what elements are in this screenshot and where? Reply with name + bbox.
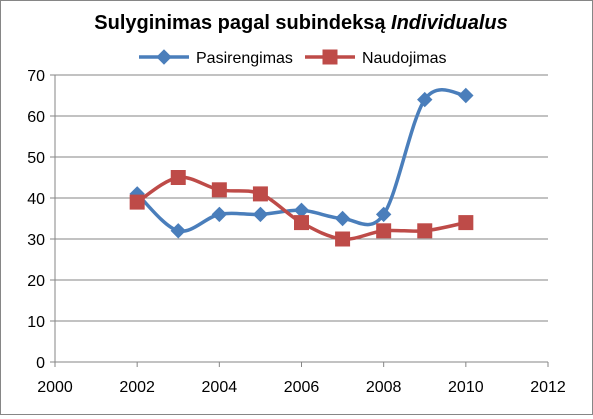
data-point-pasirengimas-2005 bbox=[252, 206, 269, 223]
data-point-naudojimas-2010 bbox=[458, 215, 474, 231]
chart-title-main: Sulyginimas pagal subindeksą bbox=[94, 12, 391, 34]
legend-label: Pasirengimas bbox=[196, 50, 293, 67]
y-tick-label: 60 bbox=[27, 109, 45, 126]
gridlines bbox=[55, 74, 548, 322]
data-point-naudojimas-2006 bbox=[294, 215, 309, 231]
data-point-pasirengimas-2003 bbox=[170, 223, 186, 239]
series-naudojimas bbox=[129, 170, 474, 247]
data-point-naudojimas-2007 bbox=[335, 231, 351, 247]
legend-marker-pasirengimas bbox=[156, 49, 172, 65]
series-lines bbox=[129, 87, 474, 247]
legend-label: Naudojimas bbox=[362, 50, 446, 67]
y-tick-label: 20 bbox=[27, 273, 45, 290]
data-point-naudojimas-2009 bbox=[417, 223, 433, 239]
axes: 0 10 20 30 40 50 60 70 2000 2002 2004 2006 2008 2010 2… bbox=[27, 68, 566, 396]
legend: Pasirengimas Naudojimas bbox=[139, 49, 446, 67]
chart-title-emphasis: Individualus bbox=[391, 12, 508, 34]
legend-marker-naudojimas bbox=[322, 49, 338, 65]
data-point-pasirengimas-2007 bbox=[334, 210, 351, 227]
y-tick-label: 10 bbox=[27, 314, 45, 331]
data-point-naudojimas-2005 bbox=[252, 186, 268, 202]
x-tick-label: 2004 bbox=[202, 379, 238, 396]
data-point-pasirengimas-2008 bbox=[375, 206, 392, 223]
data-point-naudojimas-2008 bbox=[376, 223, 392, 239]
x-tick-label: 2000 bbox=[37, 379, 73, 396]
data-point-pasirengimas-2004 bbox=[211, 206, 228, 223]
y-tick-label: 40 bbox=[27, 191, 45, 208]
data-point-pasirengimas-2009 bbox=[417, 91, 433, 108]
x-tick-label: 2006 bbox=[284, 379, 320, 396]
y-tick-label: 50 bbox=[27, 150, 45, 167]
x-tick-label: 2008 bbox=[366, 379, 402, 396]
y-tick-label: 70 bbox=[27, 68, 45, 85]
x-tick-label: 2012 bbox=[530, 379, 566, 396]
y-tick-label: 30 bbox=[27, 232, 45, 249]
legend-item-naudojimas: Naudojimas bbox=[305, 49, 446, 67]
legend-item-pasirengimas: Pasirengimas bbox=[139, 49, 293, 67]
data-point-naudojimas-2003 bbox=[170, 170, 186, 185]
data-point-pasirengimas-2010 bbox=[458, 87, 474, 104]
data-point-naudojimas-2002 bbox=[129, 194, 145, 210]
chart-title: Sulyginimas pagal subindeksą Individualu… bbox=[94, 12, 507, 34]
y-tick-label: 0 bbox=[36, 355, 45, 372]
x-tick-label: 2010 bbox=[448, 379, 484, 396]
data-point-naudojimas-2004 bbox=[211, 182, 227, 198]
x-tick-label: 2002 bbox=[119, 379, 155, 396]
